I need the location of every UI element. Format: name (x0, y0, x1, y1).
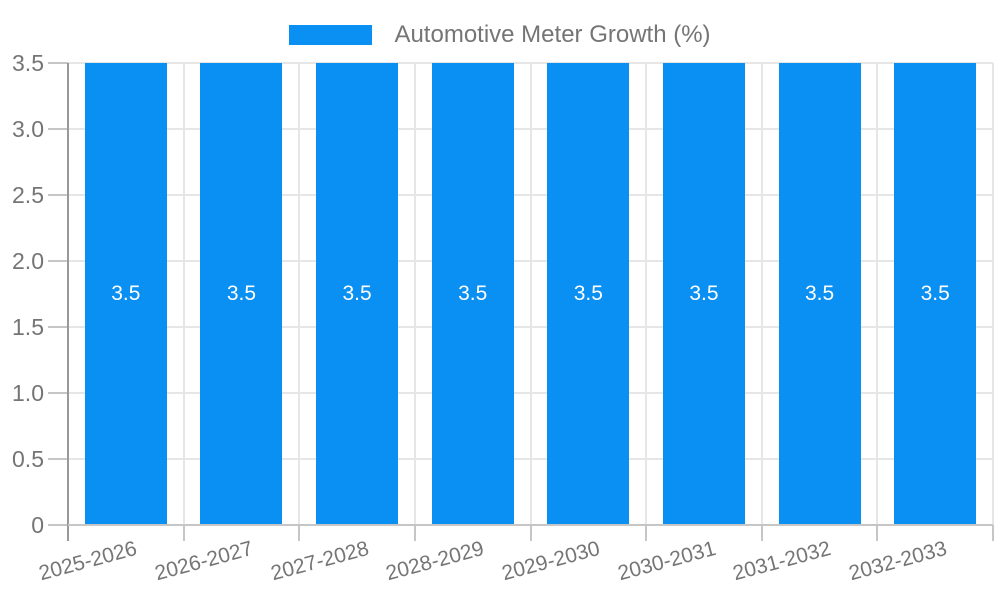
x-tick (298, 525, 301, 541)
bar (431, 63, 514, 525)
x-axis-tick-label: 2031-2032 (730, 537, 834, 586)
x-tick (413, 525, 416, 541)
bar (662, 63, 745, 525)
x-axis-tick-label: 2025-2026 (36, 537, 140, 586)
y-axis-tick-label: 1.5 (12, 314, 44, 340)
y-axis-tick-label: 2.5 (12, 182, 44, 208)
x-tick (529, 525, 532, 541)
bar (547, 63, 630, 525)
x-axis-tick-label: 2032-2033 (846, 537, 950, 586)
x-gridline (876, 63, 879, 525)
y-tick (48, 326, 68, 328)
bar-value-label: 3.5 (458, 282, 488, 305)
bar-value-label: 3.5 (226, 282, 257, 305)
x-axis-line (68, 524, 993, 526)
y-tick (48, 128, 68, 130)
x-axis-tick-label: 2028-2029 (383, 537, 487, 586)
x-axis-tick-label: 2026-2027 (152, 537, 256, 586)
bar-value-label: 3.5 (111, 282, 141, 305)
x-gridline (760, 63, 763, 525)
bar-value-label: 3.5 (920, 282, 950, 305)
y-axis-tick-label: 3.5 (12, 50, 44, 76)
y-tick (48, 458, 68, 460)
legend-label: Automotive Meter Growth (%) (394, 21, 711, 48)
y-axis-tick-label: 0.5 (12, 446, 44, 472)
legend-swatch (289, 25, 373, 45)
y-tick (48, 260, 68, 262)
x-gridline (529, 63, 532, 525)
x-gridline (413, 63, 416, 525)
x-axis-tick-label: 2029-2030 (499, 537, 603, 586)
bar (200, 63, 283, 525)
bar-value-label: 3.5 (804, 282, 835, 305)
y-axis-tick-label: 0 (31, 512, 44, 538)
x-tick (645, 525, 648, 541)
x-gridline (182, 63, 185, 525)
x-tick (760, 525, 763, 541)
bar-value-label: 3.5 (342, 282, 372, 305)
bar-value-label: 3.5 (573, 282, 603, 305)
x-axis-tick-label: 2030-2031 (614, 537, 718, 586)
y-axis-tick-label: 1.0 (12, 380, 44, 406)
bar (778, 63, 861, 525)
x-axis-tick-label: 2027-2028 (268, 537, 372, 586)
x-gridline (298, 63, 301, 525)
x-tick (182, 525, 185, 541)
x-tick (992, 525, 994, 541)
bar-value-label: 3.5 (689, 282, 719, 305)
bar (316, 63, 399, 525)
x-tick (876, 525, 879, 541)
bar (894, 63, 977, 525)
legend: Automotive Meter Growth (%) (0, 21, 1000, 49)
bar (84, 63, 167, 525)
y-tick (48, 62, 68, 64)
x-gridline (992, 63, 994, 525)
y-axis-tick-label: 2.0 (12, 248, 44, 274)
x-gridline (645, 63, 648, 525)
y-tick (48, 392, 68, 394)
y-axis-line (67, 63, 69, 541)
y-axis-tick-label: 3.0 (12, 116, 44, 142)
y-tick (48, 524, 68, 526)
y-tick (48, 194, 68, 196)
